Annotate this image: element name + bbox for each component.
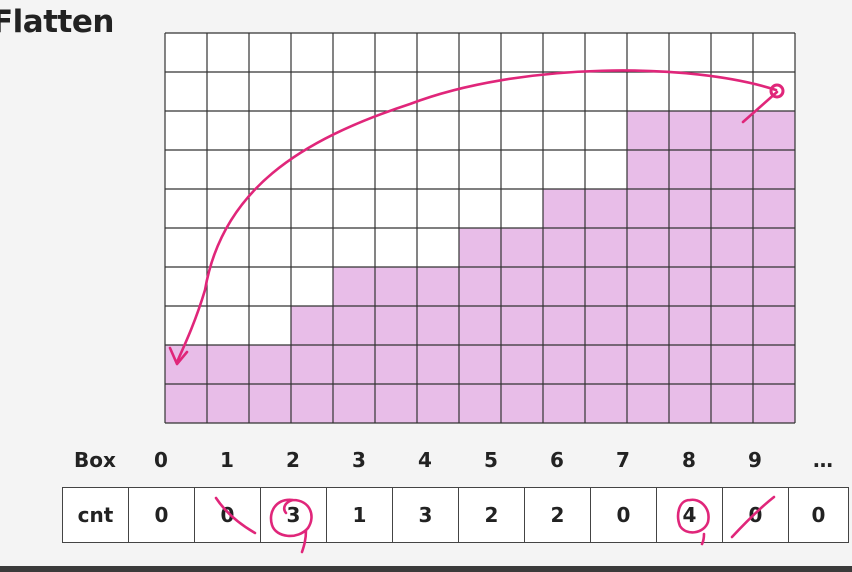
box-stack-column — [291, 306, 333, 423]
box-stack-column — [501, 228, 543, 423]
box-index: 3 — [352, 448, 366, 472]
box-index: 4 — [418, 448, 432, 472]
cnt-label: cnt — [62, 487, 129, 543]
box-index: 1 — [220, 448, 234, 472]
cnt-cell: 2 — [524, 487, 591, 543]
cnt-cell: 0 — [722, 487, 789, 543]
box-index: 5 — [484, 448, 498, 472]
cnt-cell: 3 — [392, 487, 459, 543]
cnt-row: cnt 0 0 3 1 3 2 2 0 4 0 0 — [62, 487, 849, 543]
box-index-ellipsis: … — [813, 448, 833, 472]
box-index-row: Box 0 1 2 3 4 5 6 7 8 9 … — [0, 444, 852, 476]
bottom-bar — [0, 566, 852, 572]
cnt-cell: 0 — [590, 487, 657, 543]
cnt-cell: 0 — [128, 487, 195, 543]
cnt-cell: 0 — [194, 487, 261, 543]
cnt-cell: 2 — [458, 487, 525, 543]
cnt-table: cnt 0 0 3 1 3 2 2 0 4 0 0 — [62, 487, 849, 543]
box-row-label: Box — [74, 448, 116, 472]
cnt-cell: 0 — [788, 487, 849, 543]
cnt-cell: 4 — [656, 487, 723, 543]
box-index: 2 — [286, 448, 300, 472]
box-stack-column — [459, 228, 501, 423]
box-index: 7 — [616, 448, 630, 472]
cnt-cell: 3 — [260, 487, 327, 543]
cnt-cell: 1 — [326, 487, 393, 543]
box-index: 0 — [154, 448, 168, 472]
box-index: 6 — [550, 448, 564, 472]
box-index: 9 — [748, 448, 762, 472]
box-index: 8 — [682, 448, 696, 472]
page-title: Flatten — [0, 4, 114, 40]
